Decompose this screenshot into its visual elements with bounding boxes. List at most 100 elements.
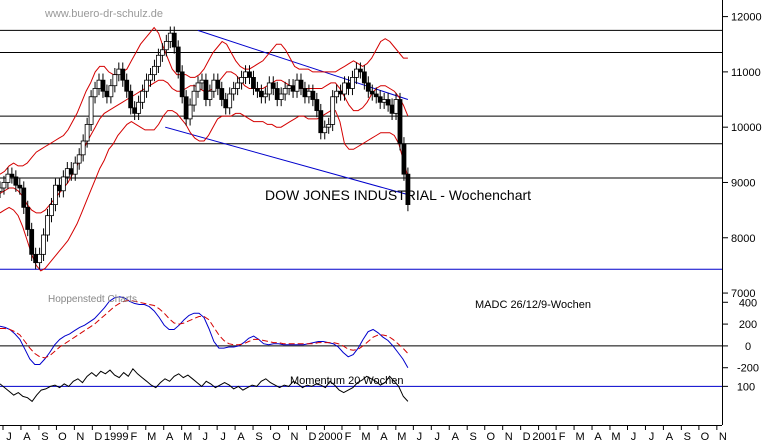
time-tick-label: S <box>470 431 477 442</box>
madc-tick-label: 400 <box>739 297 757 309</box>
signal-line <box>0 299 409 359</box>
candle-body <box>298 79 304 89</box>
momentum-tick-label: 100 <box>737 381 755 393</box>
candle-body <box>68 168 74 175</box>
candle-body <box>5 173 11 183</box>
candle-body <box>108 85 114 98</box>
candle-body <box>29 229 35 255</box>
chart-title: DOW JONES INDUSTRIAL - Wochenchart <box>265 187 531 203</box>
time-tick-label: N <box>719 431 727 442</box>
candle-body <box>96 79 102 89</box>
time-tick-label: S <box>41 431 48 442</box>
time-tick-label: O <box>58 431 67 442</box>
candle-body <box>357 68 363 73</box>
candle-body <box>219 88 225 100</box>
candle-body <box>385 99 391 106</box>
candle-body <box>100 79 106 92</box>
time-tick-label: N <box>505 431 513 442</box>
time-tick-label: J <box>220 431 226 442</box>
time-tick-label: 2001 <box>532 431 556 442</box>
time-tick-label: A <box>452 431 460 442</box>
time-tick-label: A <box>594 431 602 442</box>
candle-body <box>140 90 145 103</box>
candle-body <box>243 71 248 78</box>
time-tick-label: M <box>397 431 406 442</box>
candle-body <box>314 99 320 111</box>
candle-body <box>302 88 308 98</box>
madc-tick-label: -200 <box>737 363 759 375</box>
website-label: www.buero-dr-schulz.de <box>44 8 163 20</box>
madc-label: MADC 26/12/9-Wochen <box>475 299 591 311</box>
time-tick-label: D <box>94 431 102 442</box>
candles <box>0 26 411 270</box>
source-label: Hoppenstedt Charts <box>48 294 137 305</box>
candle-body <box>239 77 244 84</box>
candle-body <box>167 32 173 42</box>
candle-body <box>342 82 347 95</box>
time-tick-label: O <box>272 431 281 442</box>
candle-body <box>318 110 324 134</box>
candle-body <box>326 124 332 128</box>
candle-body <box>389 104 395 114</box>
candle-body <box>397 99 403 145</box>
candle-body <box>270 82 276 89</box>
candle-body <box>290 85 296 92</box>
candle-body <box>282 88 288 95</box>
time-tick-label: A <box>23 431 31 442</box>
time-tick-label: J <box>631 431 637 442</box>
candle-body <box>136 101 142 114</box>
time-tick-label: S <box>255 431 262 442</box>
candle-body <box>116 68 122 76</box>
candle-body <box>223 99 229 109</box>
candle-body <box>306 90 312 98</box>
candle-body <box>9 173 15 178</box>
madc-tick-label: 0 <box>745 341 751 353</box>
time-tick-label: O <box>701 431 710 442</box>
momentum-line <box>0 367 409 403</box>
candle-body <box>64 168 70 178</box>
bollinger-upper-line <box>0 26 408 175</box>
candle-body <box>354 68 359 78</box>
price-tick-label: 11000 <box>731 67 761 79</box>
time-tick-label: D <box>309 431 317 442</box>
candle-body <box>262 93 268 98</box>
candle-body <box>255 88 260 92</box>
price-tick-label: 9000 <box>731 177 755 189</box>
candle-body <box>207 90 213 100</box>
candle-body <box>53 184 58 205</box>
candle-body <box>274 88 280 100</box>
candle-body <box>258 90 264 98</box>
candle-body <box>132 107 138 114</box>
time-tick-label: M <box>183 431 192 442</box>
bollinger-lower-line <box>0 110 409 272</box>
candle-body <box>148 74 153 81</box>
candle-body <box>72 162 78 175</box>
candle-body <box>381 99 387 103</box>
candle-body <box>183 96 189 120</box>
candle-body <box>80 140 86 156</box>
madc-indicator <box>0 296 409 368</box>
candle-body <box>60 176 66 192</box>
time-tick-label: S <box>684 431 691 442</box>
time-tick-label: A <box>666 431 674 442</box>
candle-body <box>334 90 340 98</box>
candle-body <box>17 184 23 189</box>
time-tick-label: M <box>361 431 370 442</box>
price-tick-label: 10000 <box>731 122 762 134</box>
candle-body <box>235 82 241 89</box>
time-tick-label: D <box>523 431 531 442</box>
candle-body <box>294 79 300 92</box>
time-tick-label: F <box>559 431 566 442</box>
candle-body <box>247 71 252 78</box>
time-tick-label: M <box>575 431 584 442</box>
candle-body <box>13 176 19 186</box>
time-tick-label: J <box>6 431 12 442</box>
time-tick-label: J <box>417 431 423 442</box>
madc-line <box>0 296 409 368</box>
time-tick-label: J <box>435 431 441 442</box>
price-tick-label: 8000 <box>731 233 755 245</box>
candle-body <box>199 79 205 84</box>
candle-body <box>45 215 50 236</box>
time-tick-label: A <box>380 431 388 442</box>
candle-body <box>84 124 90 142</box>
